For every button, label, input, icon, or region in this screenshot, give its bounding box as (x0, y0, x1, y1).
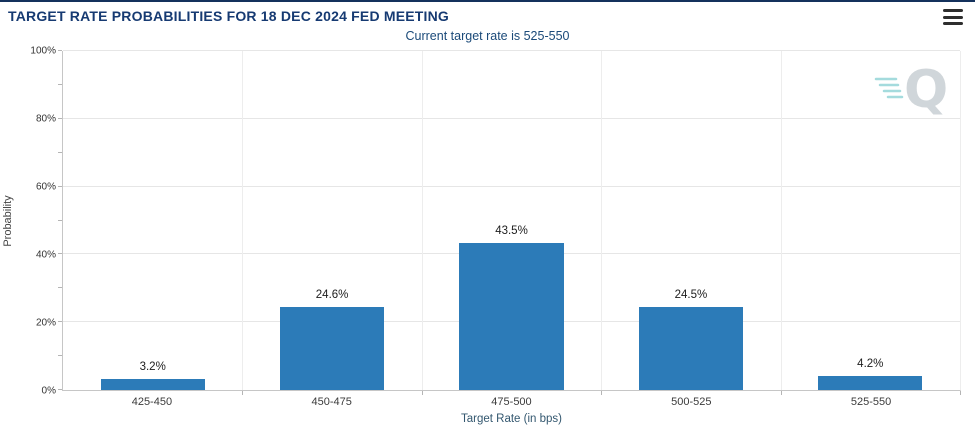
bar-chart: Probability 0% 20% 40% 60% 80% 100% Q 3.2% 24.… (0, 46, 975, 431)
gridline (63, 185, 960, 187)
x-axis-tick (960, 391, 961, 395)
x-axis-tick-labels: 425-450 450-475 475-500 500-525 525-550 (62, 391, 961, 411)
gridline (601, 51, 603, 390)
y-axis-tick (58, 253, 62, 255)
hamburger-icon (943, 15, 963, 19)
x-tick-label: 500-525 (671, 396, 712, 408)
y-axis-tick-labels: 0% 20% 40% 60% 80% 100% (16, 46, 62, 397)
chart-subtitle: Current target rate is 525-550 (405, 29, 570, 43)
y-axis-tick (58, 219, 62, 221)
hamburger-icon (943, 9, 963, 12)
x-tick-label: 525-550 (850, 396, 892, 408)
hamburger-menu-button[interactable] (943, 9, 963, 25)
y-axis-tick (58, 151, 62, 153)
bar-value-label: 43.5% (495, 224, 528, 237)
y-tick-label: 40% (35, 249, 56, 261)
y-axis-tick (58, 117, 62, 119)
gridline (960, 51, 961, 390)
y-axis-tick (58, 287, 62, 289)
bar-value-label: 24.6% (315, 288, 349, 301)
y-axis-tick (58, 83, 62, 85)
y-axis-tick (58, 321, 62, 323)
x-axis-tick (242, 391, 244, 395)
bar-500-525[interactable] (638, 306, 743, 390)
y-axis-tick (58, 389, 62, 390)
gridline (780, 51, 782, 390)
x-tick-label: 425-450 (131, 396, 173, 408)
x-axis-tick (421, 391, 423, 395)
x-tick-label: 450-475 (311, 396, 352, 408)
gridline (242, 51, 244, 390)
gridline (63, 50, 960, 51)
y-axis-tick (58, 185, 62, 187)
bar-425-450[interactable] (100, 379, 205, 390)
plot-area: Q 3.2% 24.6% 43.5% 24.5% 4.2% (58, 50, 961, 395)
page-title: TARGET RATE PROBABILITIES FOR 18 DEC 202… (8, 8, 450, 24)
chart-header: TARGET RATE PROBABILITIES FOR 18 DEC 202… (0, 2, 975, 28)
bar-value-label: 24.5% (674, 288, 708, 301)
y-axis-tick (58, 50, 62, 51)
svg-text:Q: Q (904, 60, 948, 119)
y-tick-label: 100% (30, 45, 56, 57)
y-tick-label: 80% (35, 113, 56, 125)
bar-value-label: 4.2% (857, 357, 884, 370)
y-tick-label: 0% (41, 385, 56, 397)
y-tick-label: 20% (35, 317, 56, 329)
bar-475-500[interactable] (459, 242, 564, 390)
gridline (63, 117, 960, 119)
x-axis-title: Target Rate (in bps) (461, 413, 562, 425)
y-tick-label: 60% (35, 181, 56, 193)
bar-525-550[interactable] (818, 375, 923, 390)
gridline (421, 51, 423, 390)
y-axis-title: Probability (2, 195, 14, 247)
hamburger-icon (943, 22, 963, 25)
x-tick-label: 475-500 (491, 396, 532, 408)
x-axis-tick (780, 391, 782, 395)
y-axis-tick (58, 355, 62, 357)
bar-450-475[interactable] (280, 306, 385, 390)
quikstrike-logo-icon: Q (874, 60, 948, 119)
bar-value-label: 3.2% (139, 361, 166, 374)
x-axis-tick (601, 391, 603, 395)
